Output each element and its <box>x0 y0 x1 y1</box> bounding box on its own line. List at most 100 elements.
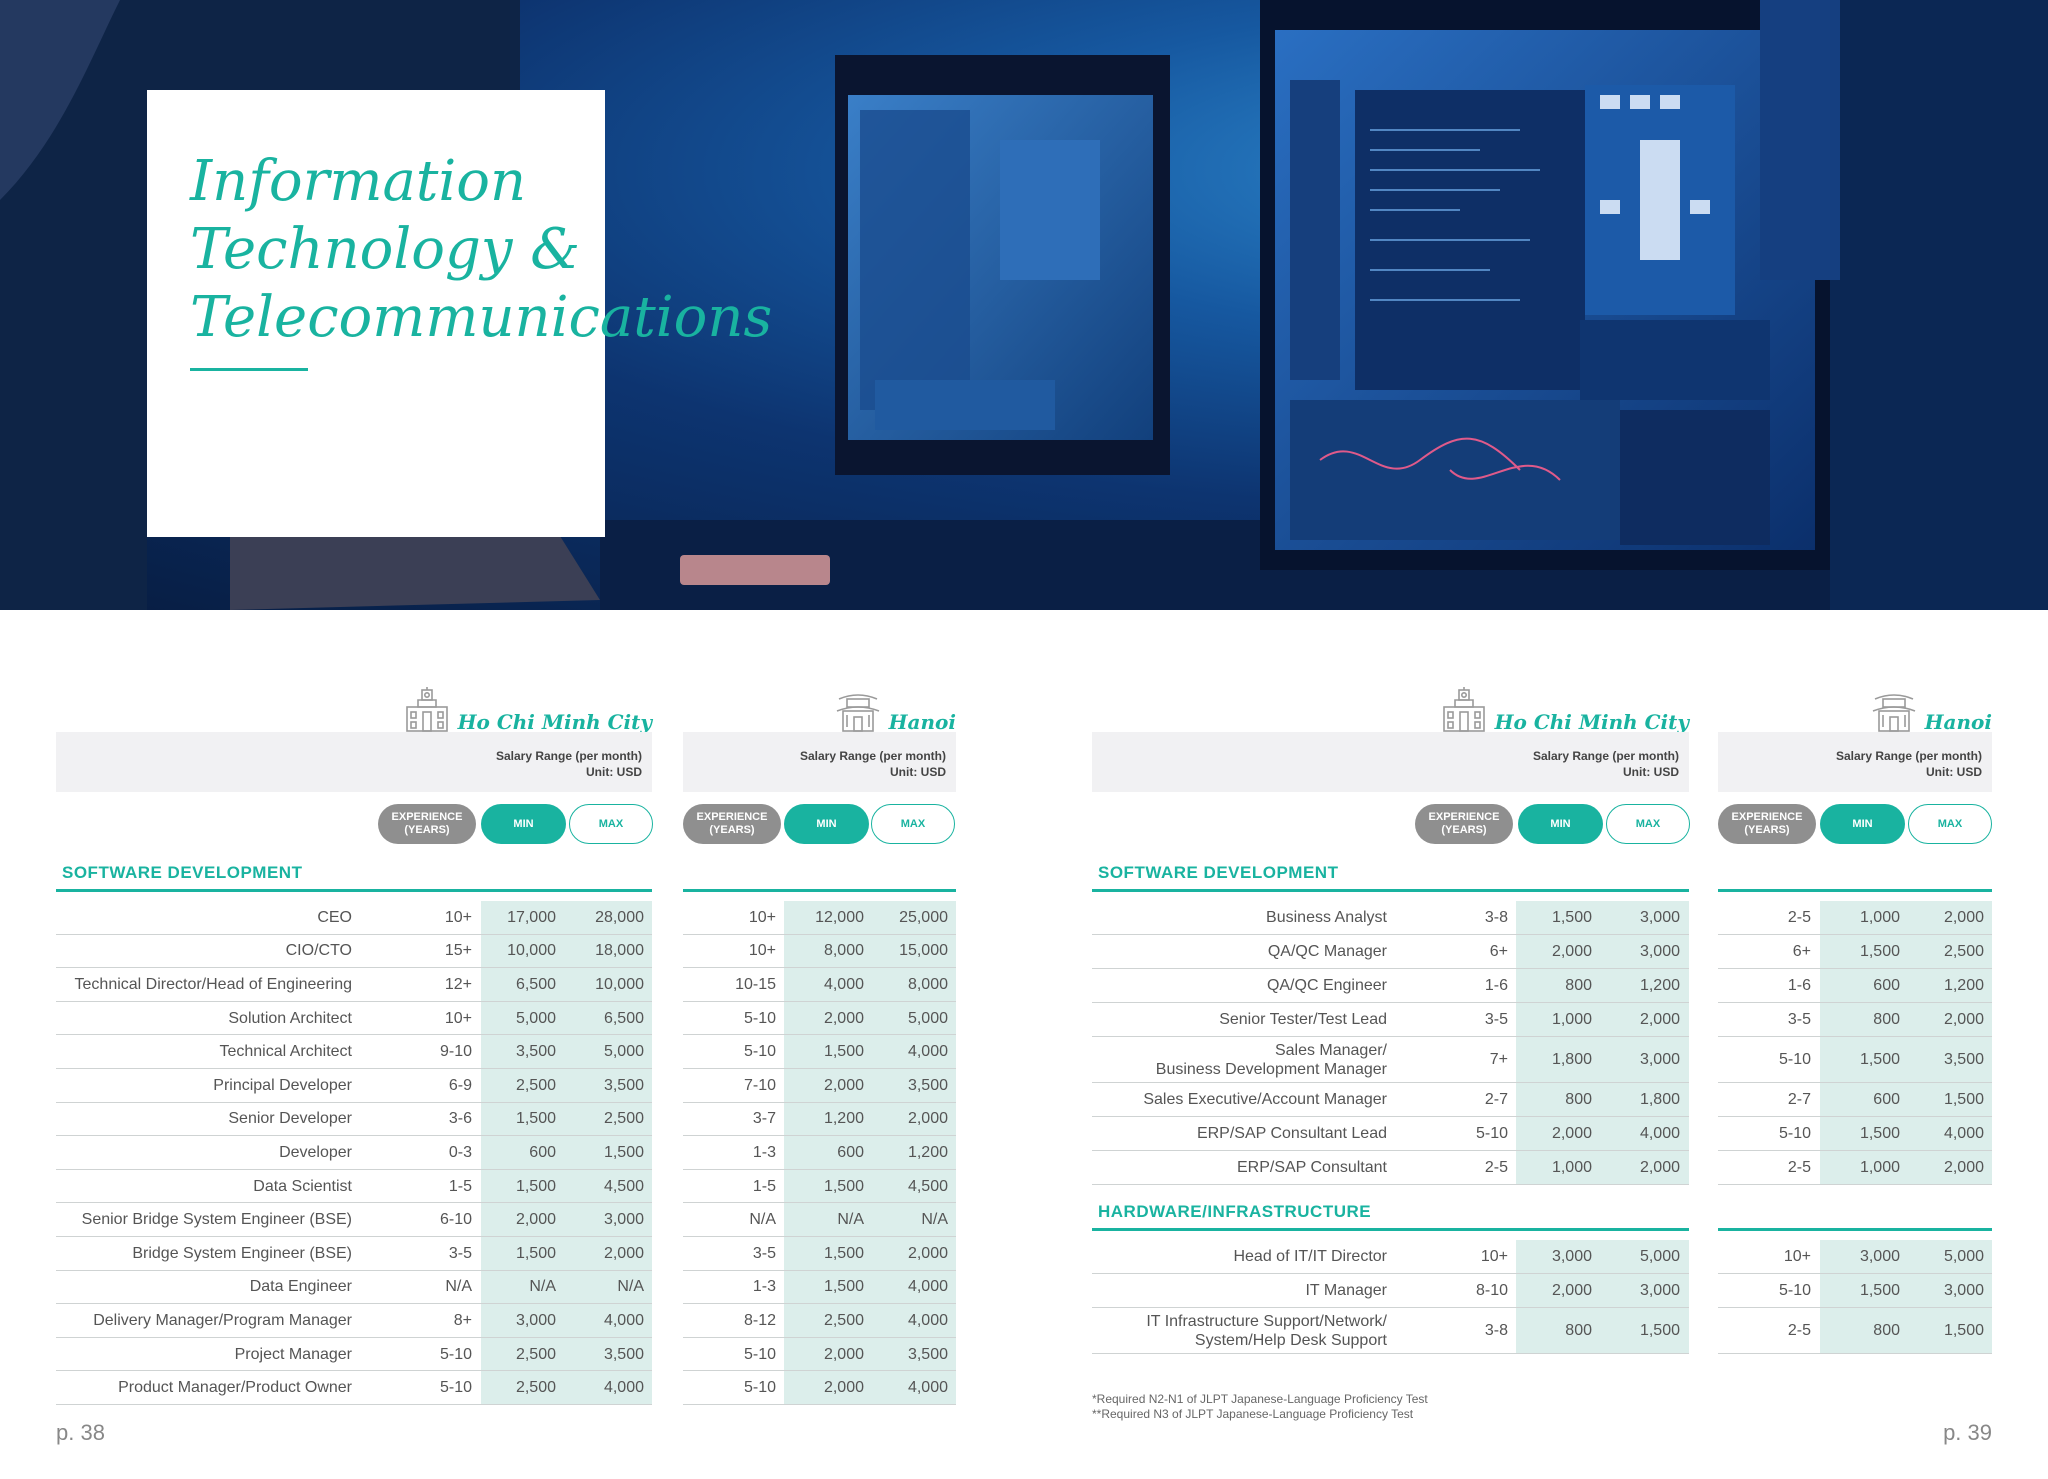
table-row: 2-5 1,000 2,000 <box>1718 901 1992 935</box>
unit-label: Unit: USD <box>1926 765 1982 779</box>
role-name: Project Manager <box>234 1345 352 1363</box>
role-name: Senior Tester/Test Lead <box>1219 1011 1387 1028</box>
city-hall-icon <box>404 687 458 738</box>
experience-cell: 10-15 <box>735 975 776 993</box>
left-hcmc-max-pill: MAX <box>569 804 653 844</box>
max-salary-cell: 2,000 <box>1943 1011 1984 1028</box>
table-row: 3-5 1,500 2,000 <box>683 1237 956 1271</box>
min-salary-cell: 2,500 <box>823 1311 864 1329</box>
table-row: Senior Developer 3-6 1,500 2,500 <box>56 1103 652 1137</box>
role-name: Solution Architect <box>228 1009 352 1027</box>
table-row: 5-10 2,000 4,000 <box>683 1371 956 1405</box>
table-row: 10+ 8,000 15,000 <box>683 935 956 969</box>
max-salary-cell: 1,500 <box>1639 1322 1680 1339</box>
max-salary-cell: 15,000 <box>899 942 948 960</box>
table-row: 1-3 1,500 4,000 <box>683 1271 956 1305</box>
min-salary-cell: 1,500 <box>1859 1282 1900 1299</box>
right-hanoi-city-heading: Hanoi <box>1718 694 1992 738</box>
role-name: Head of IT/IT Director <box>1233 1248 1387 1265</box>
footnotes: *Required N2-N1 of JLPT Japanese-Languag… <box>1092 1392 1428 1422</box>
table-row: Delivery Manager/Program Manager 8+ 3,000 4… <box>56 1304 652 1338</box>
right-hcmc-min-pill: MIN <box>1518 804 1603 844</box>
table-row: Senior Bridge System Engineer (BSE) 6-10 2… <box>56 1203 652 1237</box>
right-hanoi-min-pill: MIN <box>1820 804 1905 844</box>
table-row: 10-15 4,000 8,000 <box>683 968 956 1002</box>
max-salary-cell: 3,000 <box>1639 909 1680 926</box>
table-row: Data Scientist 1-5 1,500 4,500 <box>56 1170 652 1204</box>
left-hcmc-city-name: Ho Chi Minh City <box>457 710 652 734</box>
max-salary-cell: 1,800 <box>1639 1091 1680 1108</box>
max-salary-cell: 8,000 <box>907 975 948 993</box>
max-salary-cell: 4,000 <box>1639 1125 1680 1142</box>
max-salary-cell: 3,500 <box>907 1076 948 1094</box>
section-bar <box>56 889 652 892</box>
max-salary-cell: 2,000 <box>1639 1159 1680 1176</box>
table-row: 5-10 1,500 4,000 <box>1718 1117 1992 1151</box>
table-row: Solution Architect 10+ 5,000 6,500 <box>56 1002 652 1036</box>
table-row: 2-7 600 1,500 <box>1718 1083 1992 1117</box>
max-salary-cell: 4,000 <box>603 1311 644 1329</box>
min-salary-cell: 2,000 <box>1551 943 1592 960</box>
table-row: Bridge System Engineer (BSE) 3-5 1,500 2,00… <box>56 1237 652 1271</box>
max-salary-cell: 4,500 <box>907 1177 948 1195</box>
max-salary-cell: 4,000 <box>907 1043 948 1061</box>
max-salary-cell: 4,500 <box>603 1177 644 1195</box>
left-hanoi-city-name: Hanoi <box>888 710 956 734</box>
right-hanoi-experience-pill: EXPERIENCE (YEARS) <box>1718 804 1816 844</box>
min-salary-cell: 1,000 <box>1551 1011 1592 1028</box>
min-salary-cell: 2,000 <box>823 1076 864 1094</box>
table-row: 10+ 3,000 5,000 <box>1718 1240 1992 1274</box>
experience-cell: 1-5 <box>448 1177 472 1195</box>
left-hanoi-max-pill: MAX <box>871 804 955 844</box>
table-row: 1-6 600 1,200 <box>1718 969 1992 1003</box>
max-salary-cell: 2,500 <box>603 1110 644 1128</box>
experience-cell: 3-5 <box>1484 1011 1508 1028</box>
max-salary-cell: 1,200 <box>1639 977 1680 994</box>
max-salary-cell: 2,000 <box>907 1110 948 1128</box>
min-salary-cell: 1,500 <box>823 1043 864 1061</box>
experience-cell: N/A <box>445 1278 472 1296</box>
min-salary-cell: 1,500 <box>515 1177 556 1195</box>
table-row: 1-3 600 1,200 <box>683 1136 956 1170</box>
min-salary-cell: 800 <box>1873 1011 1900 1028</box>
max-salary-cell: 1,500 <box>1943 1091 1984 1108</box>
min-salary-cell: 2,000 <box>823 1379 864 1397</box>
section-title-hardware-infrastructure: HARDWARE/INFRASTRUCTURE <box>1098 1202 1372 1221</box>
min-salary-cell: 1,000 <box>1859 1159 1900 1176</box>
min-salary-cell: 10,000 <box>507 942 556 960</box>
min-salary-cell: 17,000 <box>507 908 556 926</box>
table-row: Project Manager 5-10 2,500 3,500 <box>56 1338 652 1372</box>
experience-cell: 10+ <box>444 1009 472 1027</box>
experience-cell: 5-10 <box>439 1345 472 1363</box>
table-row: QA/QC Manager 6+ 2,000 3,000 <box>1092 935 1689 969</box>
max-salary-cell: 2,000 <box>603 1244 644 1262</box>
experience-cell: 5-10 <box>743 1043 776 1061</box>
max-salary-cell: 6,500 <box>603 1009 644 1027</box>
role-name: CIO/CTO <box>285 942 352 960</box>
table-row: 2-5 800 1,500 <box>1718 1308 1992 1354</box>
table-row: 3-7 1,200 2,000 <box>683 1103 956 1137</box>
experience-cell: 9-10 <box>439 1043 472 1061</box>
role-name: Delivery Manager/Program Manager <box>93 1311 352 1329</box>
min-salary-cell: 12,000 <box>815 908 864 926</box>
max-salary-cell: 2,000 <box>1943 1159 1984 1176</box>
min-salary-cell: 3,500 <box>515 1043 556 1061</box>
experience-cell: 10+ <box>748 942 776 960</box>
right-hanoi-max-pill: MAX <box>1908 804 1992 844</box>
table-row: 1-5 1,500 4,500 <box>683 1170 956 1204</box>
title-line-3: Telecommunications <box>190 285 773 350</box>
unit-label: Unit: USD <box>586 765 642 779</box>
min-salary-cell: 1,800 <box>1551 1051 1592 1068</box>
section-bar <box>1092 1228 1689 1231</box>
experience-cell: 7-10 <box>743 1076 776 1094</box>
salary-range-label: Salary Range (per month) <box>799 749 946 763</box>
role-name: Senior Bridge System Engineer (BSE) <box>81 1211 352 1229</box>
max-salary-cell: 3,000 <box>603 1211 644 1229</box>
table-row: 5-10 1,500 3,000 <box>1718 1274 1992 1308</box>
experience-cell: 5-10 <box>439 1379 472 1397</box>
role-name: Data Scientist <box>253 1177 352 1195</box>
experience-cell: 7+ <box>1489 1051 1508 1068</box>
min-salary-cell: 3,000 <box>1859 1248 1900 1265</box>
min-salary-cell: N/A <box>529 1278 556 1296</box>
max-salary-cell: 1,500 <box>1943 1322 1984 1339</box>
